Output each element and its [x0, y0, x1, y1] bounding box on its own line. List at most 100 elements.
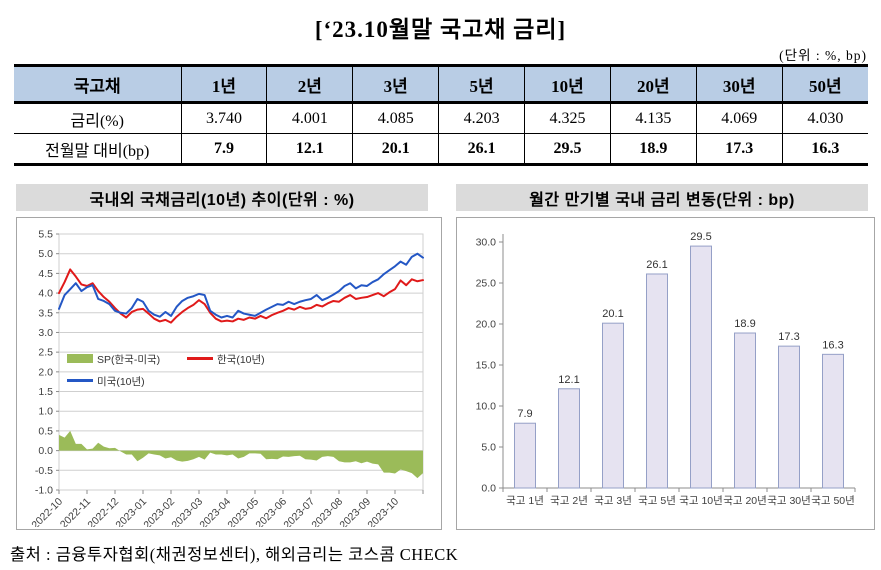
- svg-text:4.0: 4.0: [38, 288, 53, 300]
- bar-국고 50년: [822, 353, 844, 489]
- line-chart-box: 5.5 5.0 4.5 4.0 3.5 3.0 2.5 2.0 1.5 1.0 0.5 0.0 -0.5…: [16, 217, 442, 530]
- delta-5y: 26.1: [438, 133, 525, 165]
- bar-국고 5년: [646, 273, 668, 489]
- bar-국고 1년: [514, 422, 536, 489]
- svg-text:16.3: 16.3: [822, 339, 843, 351]
- bar-국고 2년: [558, 388, 580, 489]
- bar-chart-box: 30.0 25.0 20.0 15.0 10.0 5.0 0.0 7.9 12.1 20.1 26.…: [456, 217, 875, 530]
- svg-text:20.0: 20.0: [476, 319, 497, 331]
- svg-text:20.1: 20.1: [602, 308, 623, 320]
- rate-50y: 4.030: [781, 102, 868, 134]
- bond-rate-table: 국고채 1년 2년 3년 5년 10년 20년 30년 50년 금리(%) 3.…: [14, 64, 868, 166]
- legend-label-us: 미국(10년): [97, 376, 145, 388]
- rate-5y: 4.203: [438, 102, 525, 134]
- header-cell-2y: 2년: [266, 65, 353, 104]
- korea-10y-line-series: [58, 268, 424, 324]
- svg-text:0.5: 0.5: [38, 425, 53, 437]
- svg-text:18.9: 18.9: [734, 318, 755, 330]
- svg-text:30.0: 30.0: [476, 237, 497, 249]
- svg-text:국고 2년: 국고 2년: [550, 495, 588, 507]
- svg-text:국고 20년: 국고 20년: [723, 495, 767, 507]
- y-axis-labels: 30.0 25.0 20.0 15.0 10.0 5.0 0.0: [476, 237, 503, 495]
- svg-text:국고 1년: 국고 1년: [506, 495, 544, 507]
- spread-area-series: [59, 430, 423, 479]
- legend-label-spread: SP(한국-미국): [97, 354, 160, 366]
- y-axis-labels: 5.5 5.0 4.5 4.0 3.5 3.0 2.5 2.0 1.5 1.0 0.5 0.0 -0.5…: [35, 229, 59, 497]
- delta-50y: 16.3: [781, 133, 868, 165]
- svg-text:7.9: 7.9: [517, 408, 532, 420]
- domestic-foreign-10y-line-chart: 5.5 5.0 4.5 4.0 3.5 3.0 2.5 2.0 1.5 1.0 0.5 0.0 -0.5…: [29, 229, 424, 527]
- svg-text:17.3: 17.3: [778, 331, 799, 343]
- source-note: 출처 : 금융투자협회(채권정보센터), 해외금리는 코스콤 CHECK: [10, 545, 459, 564]
- svg-text:5.0: 5.0: [38, 248, 53, 260]
- svg-text:12.1: 12.1: [558, 374, 579, 386]
- bar-chart-title: 월간 만기별 국내 금리 변동(단위 : bp): [456, 184, 868, 211]
- header-cell-bond: 국고채: [14, 65, 181, 104]
- header-cell-1y: 1년: [180, 65, 267, 104]
- svg-text:0.0: 0.0: [38, 445, 53, 457]
- us-10y-line-series: [58, 252, 424, 319]
- delta-3y: 20.1: [352, 133, 439, 165]
- header-cell-30y: 30년: [695, 65, 783, 104]
- table-row-rate: 금리(%) 3.740 4.001 4.085 4.203 4.325 4.13…: [14, 102, 868, 134]
- bar-국고 20년: [734, 332, 756, 489]
- page-title: [‘23.10월말 국고채 금리]: [314, 17, 567, 42]
- svg-text:3.5: 3.5: [38, 307, 53, 319]
- svg-text:26.1: 26.1: [646, 259, 667, 271]
- bar-value-labels: 7.9 12.1 20.1 26.1 29.5 18.9 17.3 16.3: [517, 231, 843, 420]
- svg-text:10.0: 10.0: [476, 401, 497, 413]
- bar-국고 3년: [602, 322, 624, 489]
- header-cell-50y: 50년: [781, 65, 868, 104]
- svg-text:-1.0: -1.0: [35, 485, 53, 497]
- svg-text:0.0: 0.0: [481, 483, 496, 495]
- svg-text:25.0: 25.0: [476, 278, 497, 290]
- bar-국고 10년: [690, 245, 712, 489]
- svg-text:2.0: 2.0: [38, 366, 53, 378]
- rate-10y: 4.325: [524, 102, 611, 134]
- legend-swatch-spread: [67, 354, 93, 363]
- rate-1y: 3.740: [180, 102, 267, 134]
- svg-text:국고 50년: 국고 50년: [811, 495, 855, 507]
- svg-text:15.0: 15.0: [476, 360, 497, 372]
- delta-30y: 17.3: [695, 133, 783, 165]
- unit-note: (단위 : %, bp): [779, 48, 867, 63]
- header-cell-10y: 10년: [524, 65, 611, 104]
- svg-text:2023-10: 2023-10: [365, 496, 401, 527]
- delta-2y: 12.1: [266, 133, 353, 165]
- header-cell-5y: 5년: [438, 65, 525, 104]
- svg-text:국고 3년: 국고 3년: [594, 495, 632, 507]
- axes: [502, 234, 855, 489]
- table-row-delta: 전월말 대비(bp) 7.9 12.1 20.1 26.1 29.5 18.9 …: [14, 133, 868, 165]
- rate-2y: 4.001: [266, 102, 353, 134]
- svg-text:-0.5: -0.5: [35, 465, 53, 477]
- category-labels: 국고 1년 국고 2년 국고 3년 국고 5년 국고 10년 국고 20년 국고 30년 국고…: [506, 495, 855, 507]
- svg-text:국고 30년: 국고 30년: [767, 495, 811, 507]
- delta-10y: 29.5: [524, 133, 611, 165]
- table-header-row: 국고채 1년 2년 3년 5년 10년 20년 30년 50년: [14, 65, 868, 104]
- svg-text:1.5: 1.5: [38, 386, 53, 398]
- line-chart-title: 국내외 국채금리(10년) 추이(단위 : %): [16, 184, 428, 211]
- delta-1y: 7.9: [180, 133, 267, 165]
- legend-label-korea: 한국(10년): [217, 354, 265, 366]
- svg-text:1.0: 1.0: [38, 406, 53, 418]
- svg-text:2.5: 2.5: [38, 347, 53, 359]
- monthly-maturity-change-bar-chart: 30.0 25.0 20.0 15.0 10.0 5.0 0.0 7.9 12.1 20.1 26.…: [476, 231, 856, 507]
- svg-text:4.5: 4.5: [38, 268, 53, 280]
- rate-30y: 4.069: [695, 102, 783, 134]
- svg-text:국고 5년: 국고 5년: [638, 495, 676, 507]
- svg-text:3.0: 3.0: [38, 327, 53, 339]
- svg-text:5.5: 5.5: [38, 229, 53, 241]
- header-cell-3y: 3년: [352, 65, 439, 104]
- rate-3y: 4.085: [352, 102, 439, 134]
- header-cell-20y: 20년: [609, 65, 697, 104]
- delta-20y: 18.9: [609, 133, 697, 165]
- legend: SP(한국-미국) 한국(10년) 미국(10년): [67, 354, 265, 388]
- svg-text:국고 10년: 국고 10년: [679, 495, 723, 507]
- bar-series: [514, 245, 844, 489]
- bar-국고 30년: [778, 345, 800, 489]
- rate-20y: 4.135: [609, 102, 697, 134]
- svg-text:29.5: 29.5: [690, 231, 711, 243]
- x-axis-labels: 2022-102022-112022-122023-012023-022023-…: [29, 490, 424, 527]
- row-label-delta: 전월말 대비(bp): [45, 142, 150, 160]
